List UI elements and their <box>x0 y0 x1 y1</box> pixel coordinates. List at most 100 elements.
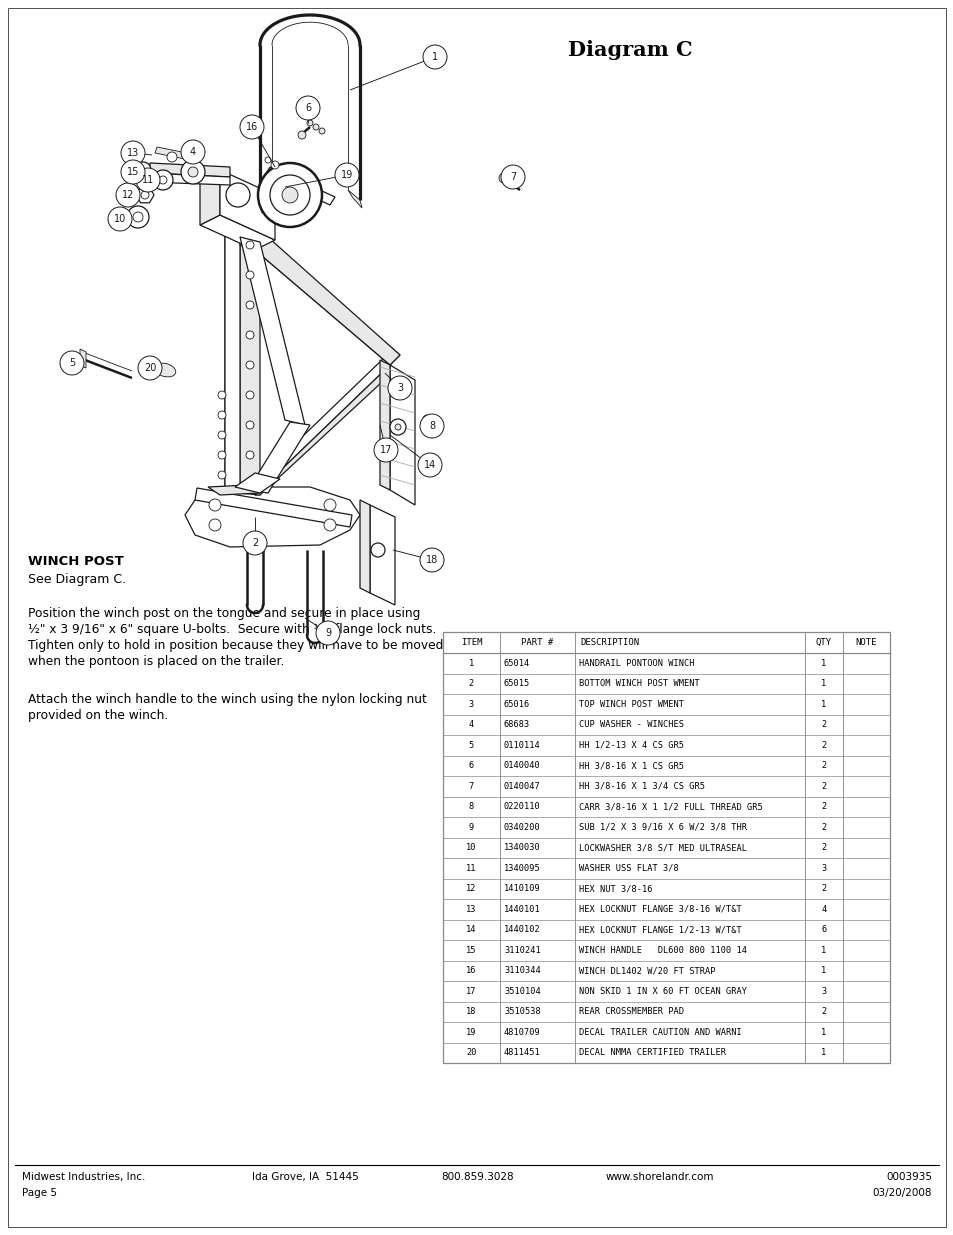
Circle shape <box>138 356 162 380</box>
Polygon shape <box>136 188 153 203</box>
Text: QTY: QTY <box>815 638 831 647</box>
Text: 1340095: 1340095 <box>503 863 540 873</box>
Text: CUP WASHER - WINCHES: CUP WASHER - WINCHES <box>578 720 683 729</box>
Circle shape <box>374 438 397 462</box>
Polygon shape <box>254 240 399 366</box>
Text: 4: 4 <box>190 147 196 157</box>
Text: 1410109: 1410109 <box>503 884 540 893</box>
Circle shape <box>159 177 167 184</box>
Text: 3510104: 3510104 <box>503 987 540 995</box>
Text: Ida Grove, IA  51445: Ida Grove, IA 51445 <box>252 1172 358 1182</box>
Text: 7: 7 <box>468 782 474 790</box>
Polygon shape <box>390 366 415 505</box>
Circle shape <box>218 411 226 419</box>
Text: 1: 1 <box>821 679 825 688</box>
Text: WINCH HANDLE   DL600 800 1100 14: WINCH HANDLE DL600 800 1100 14 <box>578 946 746 955</box>
Circle shape <box>188 167 198 177</box>
Text: 18: 18 <box>466 1008 476 1016</box>
Text: 65016: 65016 <box>503 700 530 709</box>
Text: Attach the winch handle to the winch using the nylon locking nut: Attach the winch handle to the winch usi… <box>28 693 426 706</box>
Text: 65014: 65014 <box>503 658 530 668</box>
Text: 6: 6 <box>821 925 825 934</box>
Text: HH 3/8-16 X 1 CS GR5: HH 3/8-16 X 1 CS GR5 <box>578 761 683 771</box>
Polygon shape <box>234 473 280 493</box>
Circle shape <box>390 419 406 435</box>
Circle shape <box>297 131 306 140</box>
Polygon shape <box>248 422 310 493</box>
Text: 9: 9 <box>468 823 474 831</box>
Text: 1: 1 <box>432 52 437 62</box>
Polygon shape <box>250 357 390 495</box>
Circle shape <box>422 44 447 69</box>
Text: Page 5: Page 5 <box>22 1188 57 1198</box>
Text: 2: 2 <box>821 823 825 831</box>
Polygon shape <box>148 173 230 185</box>
Circle shape <box>152 170 172 190</box>
Text: 3: 3 <box>821 863 825 873</box>
Text: 15: 15 <box>127 167 139 177</box>
Circle shape <box>246 451 253 459</box>
Polygon shape <box>225 222 240 493</box>
Polygon shape <box>254 366 395 495</box>
Text: 3: 3 <box>396 383 402 393</box>
Text: 0003935: 0003935 <box>885 1172 931 1182</box>
Circle shape <box>246 391 253 399</box>
Text: 14: 14 <box>466 925 476 934</box>
Circle shape <box>371 543 385 557</box>
Text: PART #: PART # <box>521 638 553 647</box>
Circle shape <box>335 163 358 186</box>
Text: 1: 1 <box>468 658 474 668</box>
Text: 0340200: 0340200 <box>503 823 540 831</box>
Polygon shape <box>348 190 361 207</box>
Circle shape <box>419 548 443 572</box>
Text: 18: 18 <box>425 555 437 564</box>
Circle shape <box>127 206 149 228</box>
Circle shape <box>388 375 412 400</box>
Text: HEX LOCKNUT FLANGE 1/2-13 W/T&T: HEX LOCKNUT FLANGE 1/2-13 W/T&T <box>578 925 741 934</box>
Text: Diagram C: Diagram C <box>567 40 692 61</box>
Circle shape <box>226 183 250 207</box>
Text: 65015: 65015 <box>503 679 530 688</box>
Polygon shape <box>240 225 399 366</box>
Circle shape <box>218 471 226 479</box>
Polygon shape <box>260 195 276 212</box>
Text: ITEM: ITEM <box>460 638 482 647</box>
Polygon shape <box>185 487 359 547</box>
Circle shape <box>324 499 335 511</box>
Bar <box>442 632 889 1063</box>
Circle shape <box>243 531 267 555</box>
Text: 5: 5 <box>69 358 75 368</box>
Circle shape <box>498 173 509 183</box>
Text: NOTE: NOTE <box>855 638 877 647</box>
Polygon shape <box>208 485 260 495</box>
Text: 68683: 68683 <box>503 720 530 729</box>
Text: 2: 2 <box>821 844 825 852</box>
Text: 19: 19 <box>340 170 353 180</box>
Circle shape <box>265 157 271 163</box>
Text: 10: 10 <box>466 844 476 852</box>
Text: 1340030: 1340030 <box>503 844 540 852</box>
Circle shape <box>108 207 132 231</box>
Text: 1: 1 <box>821 946 825 955</box>
Polygon shape <box>370 505 395 605</box>
Polygon shape <box>200 215 274 249</box>
Circle shape <box>209 519 221 531</box>
Text: 3110344: 3110344 <box>503 966 540 976</box>
Text: TOP WINCH POST WMENT: TOP WINCH POST WMENT <box>578 700 683 709</box>
Text: Tighten only to hold in position because they will have to be moved: Tighten only to hold in position because… <box>28 638 443 652</box>
Text: DECAL NMMA CERTIFIED TRAILER: DECAL NMMA CERTIFIED TRAILER <box>578 1049 725 1057</box>
Circle shape <box>307 120 313 126</box>
Text: HEX NUT 3/8-16: HEX NUT 3/8-16 <box>578 884 652 893</box>
Circle shape <box>246 241 253 249</box>
Text: when the pontoon is placed on the trailer.: when the pontoon is placed on the traile… <box>28 655 284 668</box>
Text: 2: 2 <box>821 782 825 790</box>
Circle shape <box>315 621 339 645</box>
Ellipse shape <box>154 363 175 377</box>
Circle shape <box>121 141 145 165</box>
Circle shape <box>136 168 160 191</box>
Circle shape <box>135 162 151 178</box>
Text: 03/20/2008: 03/20/2008 <box>872 1188 931 1198</box>
Circle shape <box>313 124 318 130</box>
Circle shape <box>395 424 400 430</box>
Text: 1440101: 1440101 <box>503 905 540 914</box>
